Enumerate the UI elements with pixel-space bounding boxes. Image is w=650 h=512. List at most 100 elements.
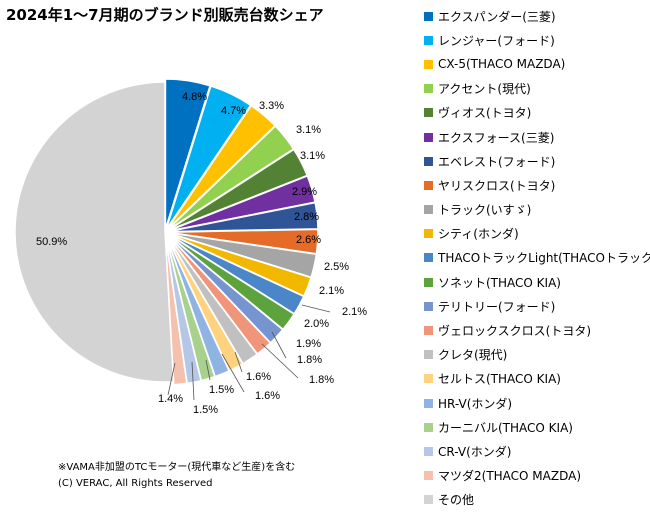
legend-item: セルトス(THACO KIA)	[424, 367, 650, 391]
footnote-note: ※VAMA非加盟のTCモーター(現代車など生産)を含む	[58, 462, 296, 473]
legend-item: CX-5(THACO MAZDA)	[424, 52, 650, 76]
legend-swatch	[424, 398, 433, 408]
data-label: 4.7%	[221, 105, 246, 117]
legend-label: マツダ2(THACO MAZDA)	[438, 469, 582, 484]
legend-swatch	[424, 374, 433, 384]
legend-label: シティ(ホンダ)	[438, 227, 519, 242]
legend-item: エベレスト(フォード)	[424, 149, 650, 173]
legend-item: HR-V(ホンダ)	[424, 391, 650, 415]
legend-item: その他	[424, 488, 650, 512]
leader-line	[205, 359, 211, 381]
leader-line	[261, 343, 299, 379]
legend-label: CX-5(THACO MAZDA)	[438, 57, 566, 72]
legend-label: クレタ(現代)	[438, 348, 508, 363]
legend-label: HR-V(ホンダ)	[438, 396, 513, 411]
legend-swatch	[424, 229, 433, 239]
data-label: 2.5%	[324, 261, 349, 273]
legend-item: マツダ2(THACO MAZDA)	[424, 464, 650, 488]
data-label: 1.5%	[209, 384, 234, 396]
data-label: 2.6%	[296, 234, 321, 246]
pie-slice	[14, 81, 175, 383]
legend-swatch	[424, 205, 433, 215]
legend-swatch	[424, 277, 433, 287]
data-label: 3.3%	[259, 100, 284, 112]
legend-swatch	[424, 350, 433, 360]
legend-item: トラック(いすゞ)	[424, 198, 650, 222]
legend-swatch	[424, 11, 433, 21]
pie-slice	[164, 78, 211, 230]
legend-label: ヴィオス(トヨタ)	[438, 106, 532, 121]
legend-label: CR-V(ホンダ)	[438, 444, 512, 459]
legend-item: レンジャー(フォード)	[424, 28, 650, 52]
pie-slice	[165, 85, 252, 230]
legend-item: シティ(ホンダ)	[424, 222, 650, 246]
legend-label: レンジャー(フォード)	[438, 33, 555, 48]
data-label: 1.5%	[193, 404, 218, 416]
data-label: 1.8%	[309, 374, 334, 386]
legend-swatch	[424, 156, 433, 166]
legend-swatch	[424, 422, 433, 432]
legend-label: エベレスト(フォード)	[438, 154, 556, 169]
legend-item: ソネット(THACO KIA)	[424, 270, 650, 294]
data-label: 2.1%	[342, 306, 367, 318]
copyright: (C) VERAC, All Rights Reserved	[58, 478, 213, 489]
data-label: 2.1%	[319, 285, 344, 297]
data-label: 50.9%	[36, 236, 67, 248]
legend-swatch	[424, 326, 433, 336]
leader-line	[167, 362, 176, 396]
leader-line	[191, 361, 195, 401]
legend-label: ヴェロックスクロス(トヨタ)	[438, 324, 592, 339]
legend-label: ヤリスクロス(トヨタ)	[438, 178, 556, 193]
legend-item: CR-V(ホンダ)	[424, 439, 650, 463]
legend: エクスパンダー(三菱) レンジャー(フォード) CX-5(THACO MAZDA) ア…	[424, 4, 650, 512]
legend-swatch	[424, 132, 433, 142]
legend-label: カーニバル(THACO KIA)	[438, 420, 573, 435]
legend-swatch	[424, 301, 433, 311]
legend-label: ソネット(THACO KIA)	[438, 275, 561, 290]
legend-label: エクスフォース(三菱)	[438, 130, 555, 145]
legend-label: その他	[438, 493, 475, 508]
legend-item: ヤリスクロス(トヨタ)	[424, 173, 650, 197]
legend-swatch	[424, 471, 433, 481]
legend-swatch	[424, 253, 433, 263]
data-label: 2.9%	[292, 186, 317, 198]
legend-item: クレタ(現代)	[424, 343, 650, 367]
chart-title: 2024年1～7月期のブランド別販売台数シェア	[6, 6, 324, 24]
legend-swatch	[424, 84, 433, 94]
legend-item: ヴィオス(トヨタ)	[424, 101, 650, 125]
legend-swatch	[424, 59, 433, 69]
data-label: 1.6%	[255, 390, 280, 402]
legend-item: エクスパンダー(三菱)	[424, 4, 650, 28]
data-label: 2.0%	[304, 318, 329, 330]
legend-swatch	[424, 446, 433, 456]
data-label: 1.4%	[158, 393, 183, 405]
footnote: ※VAMA非加盟のTCモーター(現代車など生産)を含む (C) VERAC, A…	[58, 460, 295, 492]
legend-label: テリトリー(フォード)	[438, 299, 556, 314]
pie-slice	[164, 234, 188, 386]
legend-item: ヴェロックスクロス(トヨタ)	[424, 318, 650, 342]
legend-item: アクセント(現代)	[424, 77, 650, 101]
legend-label: エクスパンダー(三菱)	[438, 9, 556, 24]
leader-line	[221, 353, 245, 393]
data-label: 2.8%	[294, 211, 319, 223]
pie-chart: 4.8% 4.7% 3.3% 3.1% 3.1% 2.9% 2.8% 2.6% 2.5% 2.1%…	[14, 78, 367, 416]
data-label: 1.6%	[246, 371, 271, 383]
legend-label: アクセント(現代)	[438, 82, 531, 97]
legend-item: エクスフォース(三菱)	[424, 125, 650, 149]
data-label: 4.8%	[182, 91, 207, 103]
data-label: 1.9%	[296, 338, 321, 350]
legend-label: セルトス(THACO KIA)	[438, 372, 561, 387]
legend-item: THACOトラックLight(THACOトラック)	[424, 246, 650, 270]
legend-swatch	[424, 180, 433, 190]
legend-swatch	[424, 35, 433, 45]
leader-line	[271, 331, 287, 359]
leader-line	[234, 351, 243, 373]
data-label: 3.1%	[300, 150, 325, 162]
legend-item: テリトリー(フォード)	[424, 294, 650, 318]
legend-label: トラック(いすゞ)	[438, 203, 532, 218]
data-label: 1.8%	[297, 354, 322, 366]
legend-label: THACOトラックLight(THACOトラック)	[438, 251, 650, 266]
leader-line	[301, 304, 331, 313]
legend-swatch	[424, 108, 433, 118]
legend-item: カーニバル(THACO KIA)	[424, 415, 650, 439]
